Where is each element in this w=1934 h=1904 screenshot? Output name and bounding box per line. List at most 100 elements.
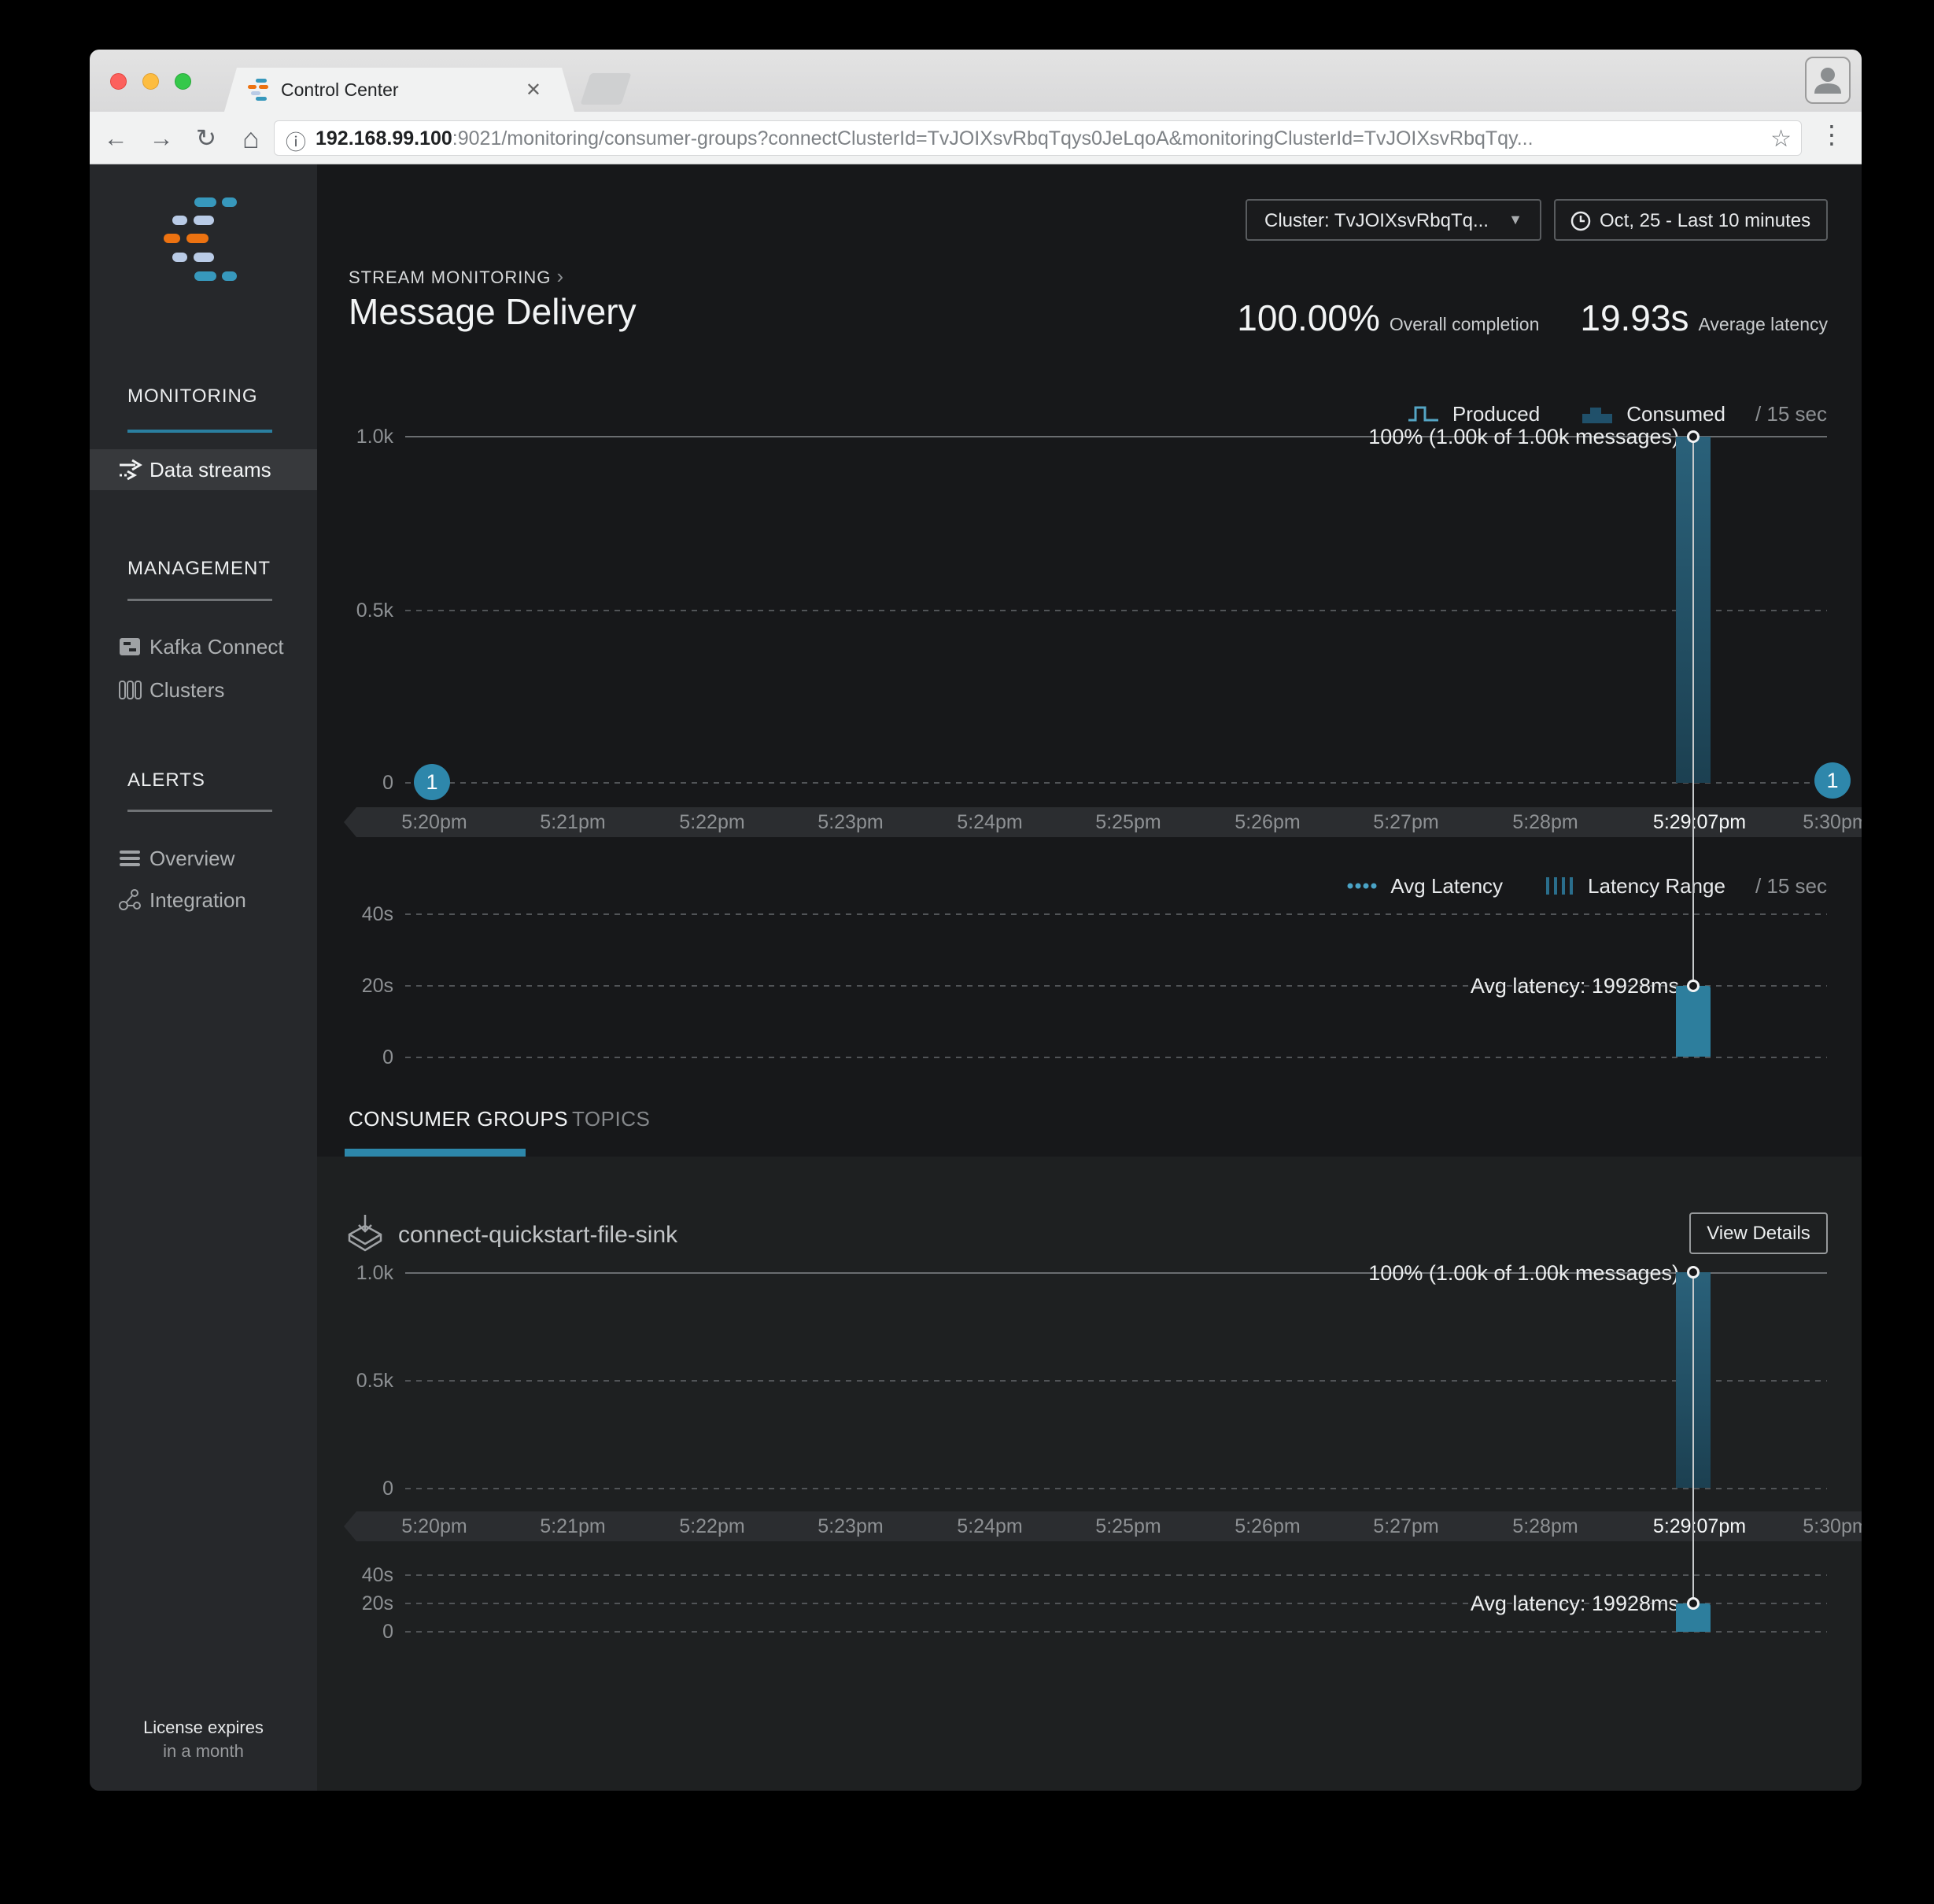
- minimize-window-button[interactable]: [142, 73, 159, 90]
- x-tick: 5:22pm: [679, 811, 745, 833]
- delivery-annotation: 100% (1.00k of 1.00k messages): [1368, 425, 1679, 448]
- bookmark-star-icon[interactable]: ☆: [1770, 126, 1792, 152]
- sidebar-item-overview[interactable]: Overview: [90, 838, 317, 879]
- close-tab-icon[interactable]: ✕: [525, 79, 541, 101]
- y-tick: 40s: [361, 903, 393, 925]
- sidebar-section-alerts: ALERTS: [127, 769, 205, 791]
- x-tick: 5:20pm: [401, 1515, 467, 1537]
- cg-gridline-05k: [405, 1380, 1827, 1382]
- legend-avg-latency-label: Avg Latency: [1390, 873, 1504, 898]
- zoom-window-button[interactable]: [175, 73, 191, 90]
- y-tick: 20s: [361, 975, 393, 997]
- tab-topics[interactable]: TOPICS: [572, 1107, 651, 1131]
- page-info-icon[interactable]: ⓘ: [286, 131, 307, 154]
- alert-badge-left[interactable]: 1: [414, 764, 450, 800]
- x-tick: 5:26pm: [1235, 1515, 1301, 1537]
- home-icon[interactable]: ⌂: [242, 122, 260, 154]
- stat-value: 100.00%: [1237, 297, 1380, 338]
- sidebar-item-label: Kafka Connect: [149, 635, 284, 659]
- avg-latency-legend-icon: [1347, 883, 1377, 889]
- produced-legend-icon: [1408, 406, 1438, 422]
- browser-window: Control Center ✕ ← → ↻ ⌂ ⓘ 192.168.99.10…: [90, 50, 1862, 1791]
- x-tick: 5:25pm: [1095, 811, 1161, 833]
- header-stats: 100.00% Overall completion 19.93s Averag…: [1237, 297, 1828, 339]
- sidebar-item-kafka-connect[interactable]: Kafka Connect: [90, 626, 317, 667]
- x-tick: 5:24pm: [957, 811, 1023, 833]
- reload-icon[interactable]: ↻: [196, 124, 216, 152]
- sidebar-item-label: Overview: [149, 847, 235, 870]
- x-tick: 5:25pm: [1095, 1515, 1161, 1537]
- alert-badge-right[interactable]: 1: [1814, 762, 1851, 799]
- x-tick: 5:28pm: [1512, 1515, 1578, 1537]
- x-tick: 5:24pm: [957, 1515, 1023, 1537]
- close-window-button[interactable]: [110, 73, 127, 90]
- delivery-point-marker: [1687, 430, 1700, 443]
- latency-point-marker: [1687, 980, 1700, 992]
- stat-overall-completion: 100.00% Overall completion: [1237, 297, 1539, 339]
- consumer-groups-panel: [317, 1157, 1862, 1791]
- main-content: Cluster: TvJOIXsvRbqTq... ▼ Oct, 25 - La…: [317, 164, 1862, 1791]
- legend-consumed-label: Consumed: [1626, 401, 1725, 426]
- back-icon[interactable]: ←: [103, 124, 128, 152]
- breadcrumb-label: STREAM MONITORING: [349, 268, 552, 287]
- legend-interval: / 15 sec: [1755, 401, 1827, 426]
- confluent-favicon-icon: [248, 79, 271, 101]
- app-content: MONITORING Data streams MANAGEMENT: [90, 164, 1862, 1791]
- browser-menu-icon[interactable]: ⋮: [1819, 120, 1844, 149]
- gridline-20s: [405, 985, 1827, 987]
- delivery-x-axis[interactable]: [344, 807, 1862, 837]
- gridline-1k: [405, 436, 1827, 437]
- cg-current-time-marker-line: [1692, 1272, 1694, 1603]
- cg-x-axis[interactable]: [344, 1511, 1862, 1541]
- x-tick: 5:27pm: [1373, 811, 1439, 833]
- view-details-button[interactable]: View Details: [1689, 1212, 1828, 1254]
- sidebar-section-management: MANAGEMENT: [127, 558, 271, 579]
- monitoring-rule: [127, 430, 272, 433]
- breadcrumb[interactable]: STREAM MONITORING ›: [349, 264, 564, 289]
- browser-tab[interactable]: Control Center ✕: [224, 68, 574, 112]
- gridline-40s: [405, 913, 1827, 915]
- gridline-0s: [405, 1057, 1827, 1058]
- forward-icon[interactable]: →: [149, 124, 174, 152]
- active-tab-underline: [345, 1149, 526, 1157]
- chevron-right-icon: ›: [556, 264, 565, 288]
- clock-icon: [1570, 211, 1591, 231]
- x-tick: 5:23pm: [818, 811, 884, 833]
- latency-bar[interactable]: [1676, 986, 1711, 1057]
- y-tick: 1.0k: [356, 426, 393, 448]
- stat-label: Average latency: [1698, 314, 1828, 334]
- browser-urlbar: ← → ↻ ⌂ ⓘ 192.168.99.100:9021/monitoring…: [90, 112, 1862, 164]
- browser-profile-button[interactable]: [1805, 57, 1851, 104]
- cluster-selector[interactable]: Cluster: TvJOIXsvRbqTq... ▼: [1246, 199, 1541, 241]
- cg-latency-annotation: Avg latency: 19928ms: [1470, 1592, 1679, 1615]
- sidebar-item-integration[interactable]: Integration: [90, 880, 317, 921]
- latency-range-legend-icon: [1546, 877, 1574, 895]
- y-tick: 0: [382, 1046, 393, 1068]
- cg-gridline-20s: [405, 1603, 1827, 1604]
- y-tick: 0.5k: [356, 1370, 393, 1392]
- person-icon: [1814, 68, 1841, 94]
- url-field[interactable]: ⓘ 192.168.99.100:9021/monitoring/consume…: [274, 120, 1802, 156]
- x-tick: 5:21pm: [540, 1515, 606, 1537]
- time-range-selector[interactable]: Oct, 25 - Last 10 minutes: [1554, 199, 1828, 241]
- cg-delivery-point-marker: [1687, 1266, 1700, 1279]
- y-tick: 0.5k: [356, 600, 393, 622]
- y-tick: 0: [382, 1621, 393, 1643]
- license-expires-when: in a month: [163, 1741, 244, 1761]
- management-rule: [127, 599, 272, 601]
- y-tick: 20s: [361, 1592, 393, 1614]
- sidebar-item-data-streams[interactable]: Data streams: [90, 449, 317, 490]
- x-tick-current: 5:29:07pm: [1652, 811, 1747, 833]
- kafka-connect-icon: [118, 635, 142, 659]
- stat-average-latency: 19.93s Average latency: [1580, 297, 1828, 339]
- gridline-0: [405, 782, 1827, 784]
- latency-legend: Avg Latency Latency Range / 15 sec: [1346, 873, 1827, 899]
- chevron-down-icon: ▼: [1508, 212, 1522, 227]
- time-range-label: Oct, 25 - Last 10 minutes: [1600, 210, 1811, 231]
- x-tick: 5:30pm: [1803, 1515, 1862, 1537]
- new-tab-button[interactable]: [580, 73, 632, 105]
- sidebar-item-clusters[interactable]: Clusters: [90, 670, 317, 710]
- integration-icon: [118, 888, 142, 912]
- consumer-group-icon: [348, 1215, 382, 1252]
- tab-consumer-groups[interactable]: CONSUMER GROUPS: [349, 1107, 569, 1131]
